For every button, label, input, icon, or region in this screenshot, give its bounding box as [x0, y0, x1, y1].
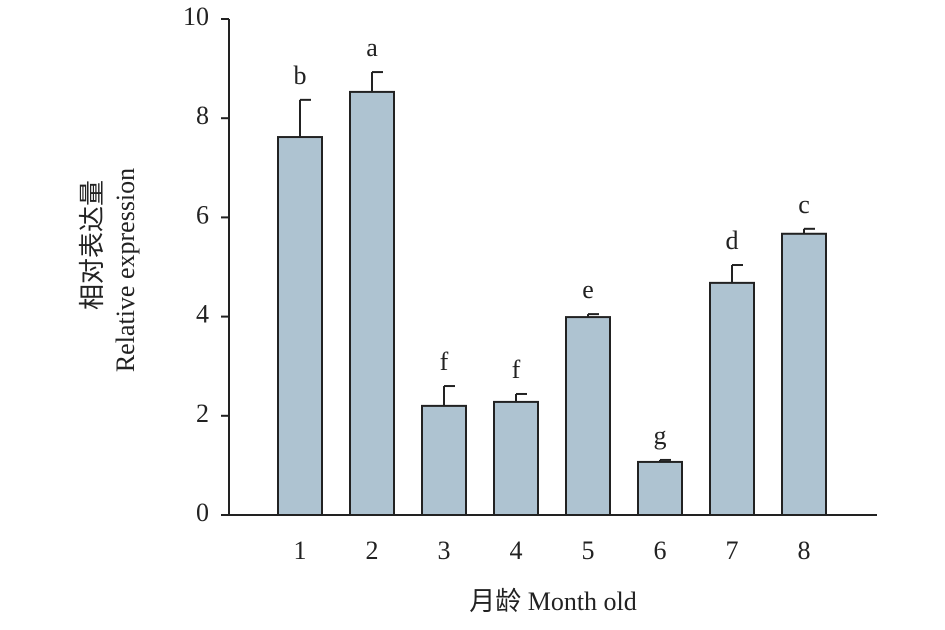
x-axis-label: 月龄 Month old	[469, 587, 637, 616]
y-tick-label: 4	[196, 300, 209, 329]
bar	[565, 316, 611, 517]
bar	[277, 136, 323, 516]
bar	[349, 90, 395, 517]
x-tick-label: 8	[798, 536, 811, 565]
significance-letter: a	[366, 33, 378, 62]
bar	[781, 232, 827, 516]
y-axis-label: Relative expression	[111, 168, 140, 372]
significance-letter: b	[294, 61, 307, 90]
bar	[493, 400, 539, 516]
bar	[637, 460, 683, 517]
x-tick-label: 2	[366, 536, 379, 565]
bar	[709, 281, 755, 517]
x-tick-label: 3	[438, 536, 451, 565]
x-tick-label: 5	[582, 536, 595, 565]
y-tick-label: 0	[196, 498, 209, 527]
y-tick-label: 2	[196, 399, 209, 428]
significance-letter: f	[440, 347, 449, 376]
x-tick-label: 4	[510, 536, 523, 565]
bar	[421, 404, 467, 517]
y-tick-label: 8	[196, 101, 209, 130]
significance-letter: c	[798, 190, 810, 219]
y-tick-label: 6	[196, 200, 209, 229]
x-tick-label: 7	[726, 536, 739, 565]
y-tick-label: 10	[183, 2, 209, 31]
x-tick-label: 6	[654, 536, 667, 565]
significance-letter: f	[512, 355, 521, 384]
significance-letter: g	[654, 421, 667, 450]
significance-letter: e	[582, 275, 594, 304]
x-tick-label: 1	[294, 536, 307, 565]
y-axis-label: 相对表达量	[78, 180, 107, 310]
significance-letter: d	[726, 226, 739, 255]
